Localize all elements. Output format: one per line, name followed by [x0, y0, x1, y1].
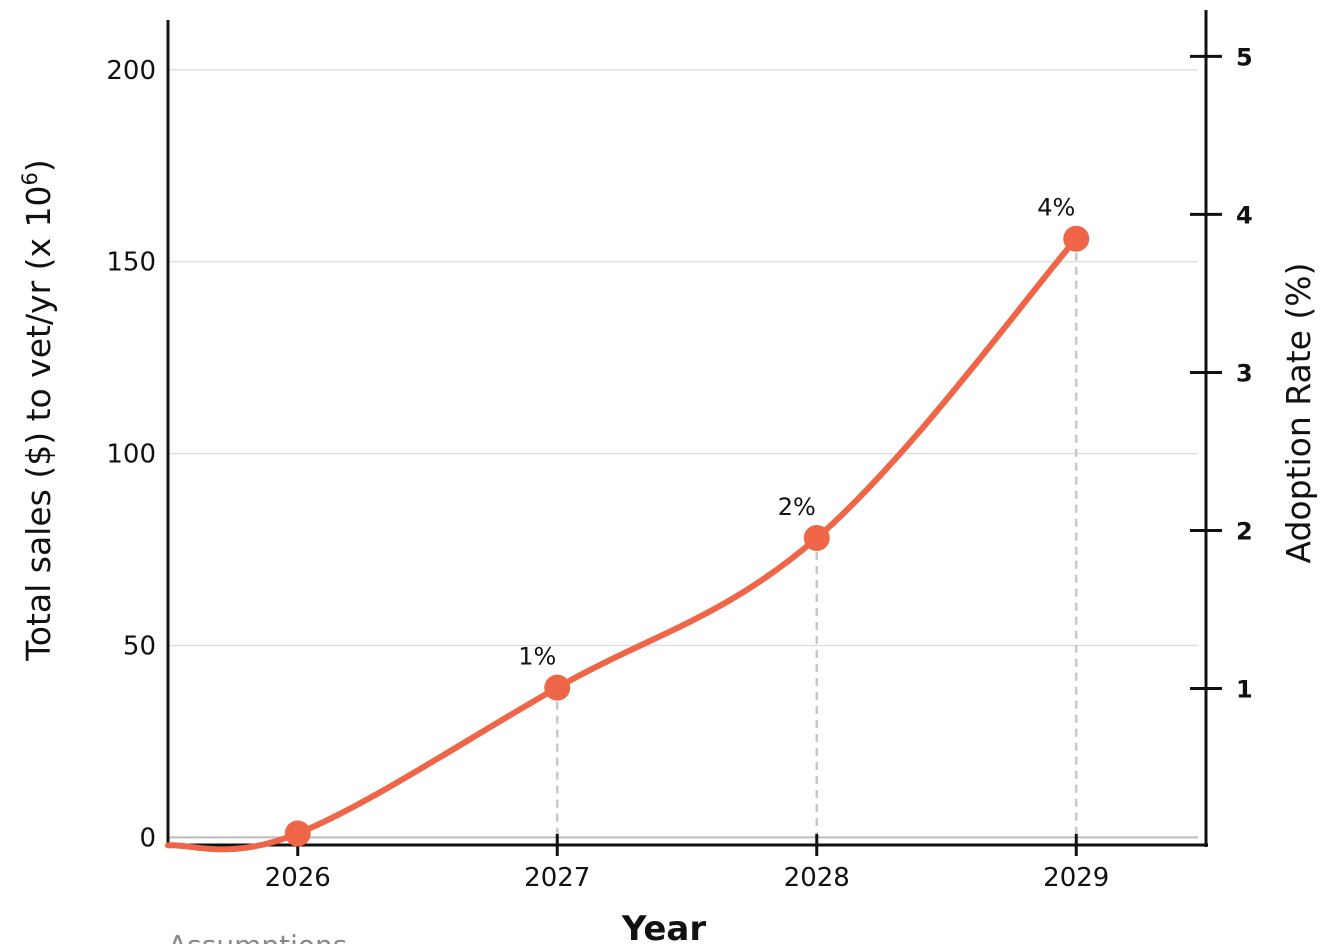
left-axis-title: Total sales ($) to vet/yr (x 106)	[18, 159, 58, 662]
x-axis-title: Year	[621, 909, 707, 944]
y-left-tick-label-200: 200	[106, 56, 156, 86]
data-label-2029: 4%	[1037, 194, 1075, 222]
point-labels: 1% 2% 4%	[518, 194, 1075, 671]
data-label-2027: 1%	[518, 643, 556, 671]
y-left-tick-label-50: 50	[123, 631, 156, 661]
right-axis-ticks: 1 2 3 4 5	[1190, 43, 1253, 704]
left-axis-ticks: 0 50 100 150 200	[106, 56, 156, 853]
data-point-2029	[1063, 225, 1090, 252]
y-right-tick-label-2: 2	[1236, 517, 1253, 545]
x-tick-label-2027: 2027	[524, 863, 590, 893]
x-tick-label-2026: 2026	[265, 863, 331, 893]
drop-lines	[556, 238, 1078, 834]
x-axis-ticks: 2026 2027 2028 2029	[265, 834, 1109, 893]
y-right-tick-label-4: 4	[1236, 201, 1253, 229]
grid-lines	[168, 69, 1198, 839]
x-tick-label-2028: 2028	[784, 863, 850, 893]
data-label-2028: 2%	[778, 493, 816, 521]
x-tick-label-2029: 2029	[1043, 863, 1109, 893]
data-point-2027	[544, 674, 571, 701]
y-left-tick-label-150: 150	[106, 248, 156, 278]
data-point-2028	[803, 525, 830, 552]
right-axis-title: Adoption Rate (%)	[1279, 262, 1318, 563]
data-point-2026	[284, 820, 311, 847]
series-line-0	[165, 235, 1080, 853]
y-left-tick-label-100: 100	[106, 440, 156, 470]
y-right-tick-label-1: 1	[1236, 676, 1253, 704]
y-right-tick-label-3: 3	[1236, 359, 1253, 387]
y-left-tick-label-0: 0	[139, 823, 156, 853]
y-right-tick-label-5: 5	[1236, 43, 1253, 71]
assumptions-note: Assumptions	[168, 929, 347, 944]
axes	[166, 10, 1208, 847]
series-layer	[165, 225, 1090, 853]
